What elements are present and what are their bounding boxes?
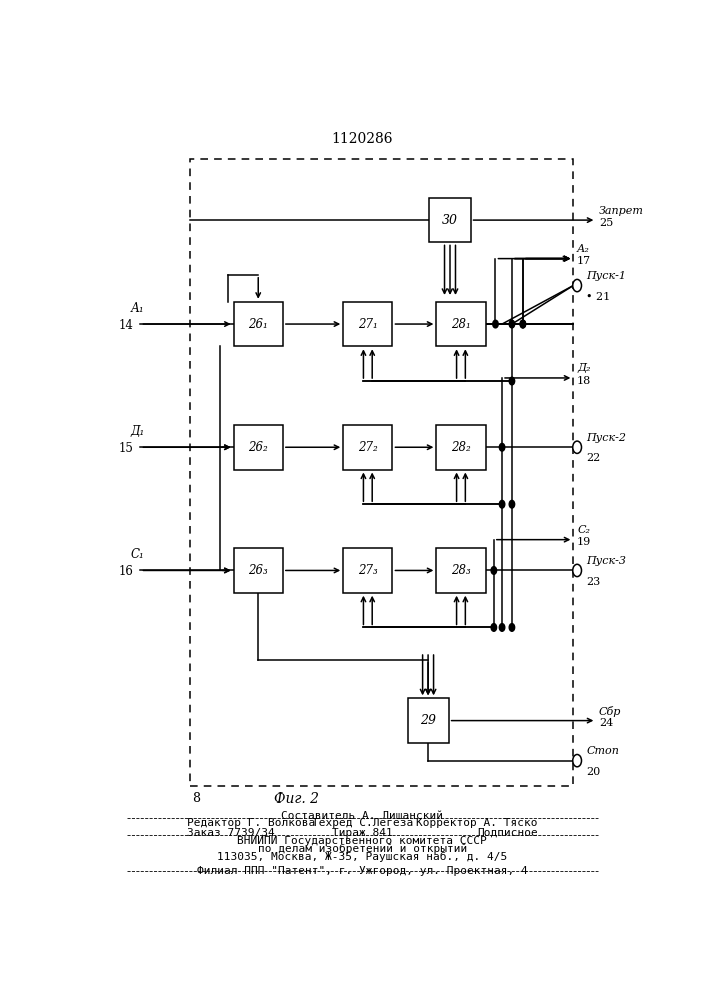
Text: 8: 8: [192, 792, 201, 805]
Circle shape: [491, 624, 496, 631]
Circle shape: [573, 754, 582, 767]
Text: 14: 14: [119, 319, 134, 332]
Text: 26₁: 26₁: [248, 318, 268, 331]
Bar: [189, 158, 573, 786]
Text: Составитель А. Лишанский: Составитель А. Лишанский: [281, 811, 443, 821]
Text: ВНИИПИ Государственного комитета СССР: ВНИИПИ Государственного комитета СССР: [238, 836, 487, 846]
Bar: [429, 198, 471, 242]
Circle shape: [491, 567, 496, 574]
Text: • 21: • 21: [586, 292, 611, 302]
Text: С₁: С₁: [131, 548, 144, 561]
Text: А₂: А₂: [577, 244, 590, 254]
Bar: [343, 302, 392, 346]
Bar: [436, 302, 486, 346]
Circle shape: [520, 320, 525, 328]
Text: Тираж 841: Тираж 841: [332, 828, 392, 838]
Text: Филиал ППП "Патент", г. Ужгород, ул. Проектная, 4: Филиал ППП "Патент", г. Ужгород, ул. Про…: [197, 866, 527, 876]
Circle shape: [573, 441, 582, 453]
Text: Техред С.Легеза: Техред С.Легеза: [312, 818, 413, 828]
Bar: [407, 698, 449, 743]
Text: Сбр: Сбр: [599, 706, 621, 717]
Circle shape: [509, 500, 515, 508]
Text: Редактор Г. Волкова: Редактор Г. Волкова: [187, 818, 315, 828]
Text: 30: 30: [442, 214, 458, 227]
Circle shape: [499, 443, 505, 451]
Text: Пуск-2: Пуск-2: [586, 433, 626, 443]
Text: С₂: С₂: [577, 525, 590, 535]
Text: 22: 22: [586, 453, 601, 463]
Text: А₁: А₁: [131, 302, 144, 315]
Text: Фиг. 2: Фиг. 2: [274, 792, 319, 806]
Bar: [233, 425, 283, 470]
Circle shape: [509, 320, 515, 328]
Text: 26₂: 26₂: [248, 441, 268, 454]
Bar: [233, 548, 283, 593]
Circle shape: [573, 564, 582, 577]
Text: 19: 19: [577, 537, 591, 547]
Text: 23: 23: [586, 577, 601, 587]
Text: 27₁: 27₁: [358, 318, 378, 331]
Text: Д₁: Д₁: [131, 425, 145, 438]
Text: 18: 18: [577, 376, 591, 386]
Text: 27₂: 27₂: [358, 441, 378, 454]
Circle shape: [499, 624, 505, 631]
Circle shape: [520, 320, 525, 328]
Circle shape: [573, 279, 582, 292]
Bar: [436, 548, 486, 593]
Bar: [436, 425, 486, 470]
Text: 15: 15: [119, 442, 134, 455]
Text: 24: 24: [599, 718, 613, 728]
Text: 1120286: 1120286: [332, 132, 393, 146]
Bar: [233, 302, 283, 346]
Text: 28₁: 28₁: [451, 318, 471, 331]
Text: Корректор А. Тяско: Корректор А. Тяско: [416, 818, 538, 828]
Bar: [343, 425, 392, 470]
Text: 16: 16: [119, 565, 134, 578]
Text: 113035, Москва, Ж-35, Раушская наб., д. 4/5: 113035, Москва, Ж-35, Раушская наб., д. …: [217, 851, 508, 862]
Text: 25: 25: [599, 218, 613, 228]
Text: Д₂: Д₂: [577, 363, 590, 373]
Circle shape: [499, 500, 505, 508]
Text: по делам изобретений и открытий: по делам изобретений и открытий: [258, 843, 467, 854]
Text: Запрет: Запрет: [599, 206, 644, 216]
Bar: [343, 548, 392, 593]
Text: Пуск-3: Пуск-3: [586, 556, 626, 566]
Circle shape: [509, 377, 515, 385]
Text: 29: 29: [420, 714, 436, 727]
Text: 28₃: 28₃: [451, 564, 471, 577]
Text: 27₃: 27₃: [358, 564, 378, 577]
Text: 26₃: 26₃: [248, 564, 268, 577]
Text: Заказ 7739/34: Заказ 7739/34: [187, 828, 275, 838]
Text: 28₂: 28₂: [451, 441, 471, 454]
Text: Пуск-1: Пуск-1: [586, 271, 626, 281]
Text: 20: 20: [586, 767, 601, 777]
Text: Подписное: Подписное: [477, 828, 538, 838]
Text: 17: 17: [577, 256, 591, 266]
Circle shape: [509, 624, 515, 631]
Text: Стоп: Стоп: [586, 746, 619, 756]
Circle shape: [493, 320, 498, 328]
